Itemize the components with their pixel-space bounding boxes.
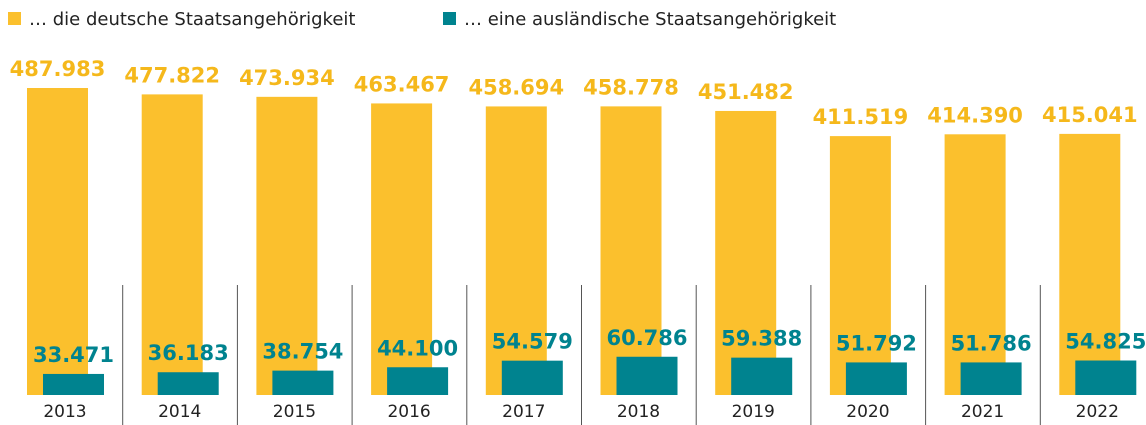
bar <box>485 106 547 395</box>
legend-label: … die deutsche Staatsangehörigkeit <box>29 9 355 30</box>
x-tick-label: 2021 <box>961 402 1004 422</box>
value-label: 60.786 <box>606 326 687 350</box>
x-tick-label: 2017 <box>502 402 545 422</box>
bar <box>1075 360 1137 395</box>
value-label: 36.183 <box>148 341 229 365</box>
value-label: 38.754 <box>262 340 343 364</box>
bar <box>371 103 433 395</box>
value-label: 44.100 <box>377 336 458 360</box>
bar <box>141 94 203 396</box>
value-label: 51.786 <box>951 331 1032 355</box>
value-label: 477.822 <box>124 63 220 87</box>
value-label: 33.471 <box>33 343 114 367</box>
bar <box>731 357 793 395</box>
value-label: 458.778 <box>583 75 679 99</box>
bar <box>829 136 891 396</box>
x-tick-label: 2019 <box>732 402 775 422</box>
x-tick-label: 2015 <box>273 402 316 422</box>
x-tick-label: 2016 <box>387 402 430 422</box>
bar <box>501 360 563 395</box>
value-label: 415.041 <box>1042 103 1138 127</box>
bar <box>845 362 907 395</box>
value-label: 51.792 <box>836 331 917 355</box>
x-tick-label: 2013 <box>43 402 86 422</box>
legend-swatch <box>443 12 456 25</box>
bar <box>616 356 678 395</box>
bar <box>715 110 777 396</box>
bar <box>960 362 1022 395</box>
bar <box>944 134 1006 396</box>
x-tick-label: 2018 <box>617 402 660 422</box>
x-tick-label: 2020 <box>846 402 889 422</box>
value-label: 463.467 <box>354 72 450 96</box>
value-label: 451.482 <box>698 80 794 104</box>
bar <box>387 367 449 395</box>
legend-label: … eine ausländische Staatsangehörigkeit <box>464 9 836 30</box>
bar <box>272 370 334 395</box>
bar <box>157 372 219 395</box>
value-label: 458.694 <box>468 75 564 99</box>
bar <box>600 106 662 395</box>
bar <box>256 96 318 396</box>
value-label: 54.579 <box>492 330 573 354</box>
value-label: 411.519 <box>813 105 909 129</box>
value-label: 59.388 <box>721 327 802 351</box>
value-label: 54.825 <box>1065 330 1146 354</box>
value-label: 473.934 <box>239 66 335 90</box>
bar <box>1059 133 1121 396</box>
x-tick-label: 2022 <box>1076 402 1119 422</box>
value-label: 487.983 <box>10 57 106 81</box>
bar <box>43 373 104 395</box>
legend-swatch <box>8 12 21 25</box>
value-label: 414.390 <box>927 103 1023 127</box>
bar <box>27 88 88 395</box>
x-tick-label: 2014 <box>158 402 201 422</box>
